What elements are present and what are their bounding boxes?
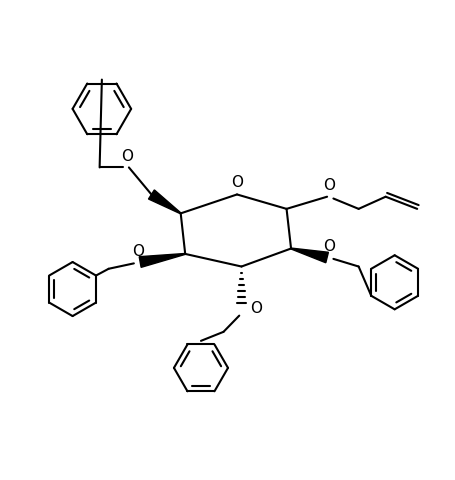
Polygon shape bbox=[148, 191, 181, 214]
Text: O: O bbox=[132, 243, 144, 258]
Polygon shape bbox=[290, 249, 328, 263]
Text: O: O bbox=[322, 239, 334, 253]
Polygon shape bbox=[139, 254, 185, 268]
Text: O: O bbox=[250, 300, 262, 315]
Text: O: O bbox=[121, 149, 133, 164]
Text: O: O bbox=[231, 175, 243, 190]
Text: O: O bbox=[322, 178, 334, 193]
